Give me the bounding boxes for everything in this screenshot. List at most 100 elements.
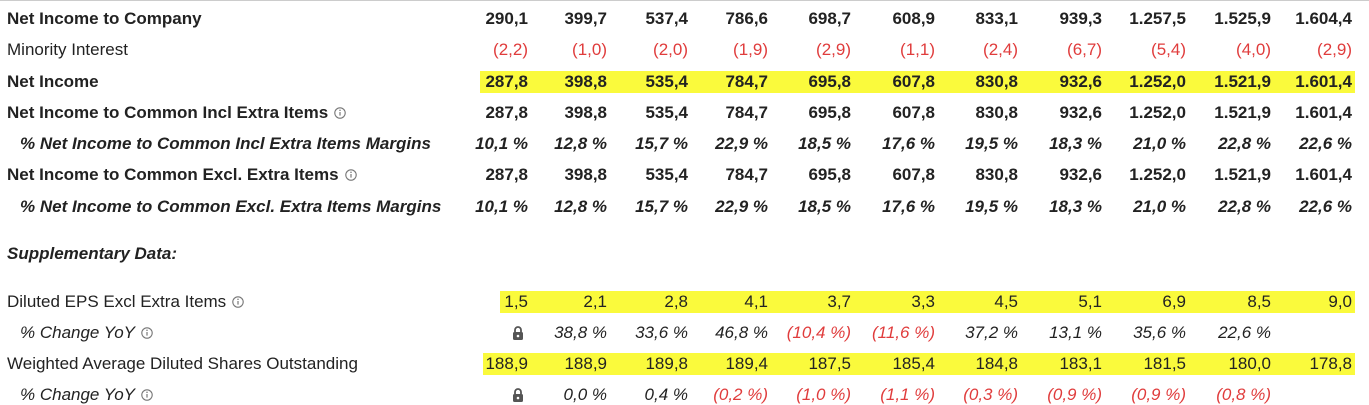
- cell-value: 287,8: [485, 72, 528, 91]
- cell-value: 287,8: [485, 103, 528, 122]
- cell-value: 786,6: [725, 9, 768, 28]
- cell-value: 830,8: [975, 103, 1018, 122]
- cell-value: 185,4: [892, 354, 935, 373]
- cell-value: 18,3 %: [1049, 197, 1102, 216]
- cell-value: 4,5: [994, 292, 1018, 311]
- cell-value: 187,5: [808, 354, 851, 373]
- row-label: % Net Income to Common Incl Extra Items …: [20, 134, 431, 153]
- cell-value: (0,8 %): [1216, 385, 1271, 404]
- cell-value: (1,0 %): [796, 385, 851, 404]
- cell-value: 4,1: [744, 292, 768, 311]
- cell-value: 181,5: [1143, 354, 1186, 373]
- row-label: % Change YoY: [20, 323, 135, 342]
- row-label: Net Income: [7, 72, 99, 91]
- cell-value: (10,4 %): [786, 323, 851, 342]
- row-label: Minority Interest: [7, 40, 128, 59]
- cell-value: 698,7: [808, 9, 851, 28]
- cell-value: 399,7: [564, 9, 607, 28]
- cell-value: 18,5 %: [798, 134, 851, 153]
- info-icon[interactable]: [231, 294, 245, 310]
- row-label: Diluted EPS Excl Extra Items: [7, 292, 227, 311]
- row-label: % Net Income to Common Excl. Extra Items…: [20, 197, 442, 216]
- cell-value: 932,6: [1059, 165, 1102, 184]
- cell-value: 183,1: [1059, 354, 1102, 373]
- cell-value: 12,8 %: [554, 134, 607, 153]
- cell-value: 537,4: [645, 9, 688, 28]
- cell-value: 19,5 %: [965, 134, 1018, 153]
- cell-value: 2,1: [583, 292, 607, 311]
- cell-value: 535,4: [645, 72, 688, 91]
- cell-value: 1.521,9: [1214, 72, 1271, 91]
- lock-icon: [513, 326, 523, 340]
- row-label: Weighted Average Diluted Shares Outstand…: [7, 354, 358, 373]
- cell-value: 608,9: [892, 9, 935, 28]
- cell-value: 398,8: [564, 72, 607, 91]
- cell-value: 1.604,4: [1295, 9, 1352, 28]
- info-icon[interactable]: [140, 325, 154, 341]
- cell-value: (5,4): [1151, 40, 1186, 59]
- row-label: Net Income to Common Incl Extra Items: [7, 103, 329, 122]
- cell-value: 22,9 %: [715, 197, 768, 216]
- cell-value: 2,8: [664, 292, 688, 311]
- cell-value: 932,6: [1059, 103, 1102, 122]
- cell-value: 9,0: [1328, 292, 1352, 311]
- cell-value: 290,1: [485, 9, 528, 28]
- cell-value: (2,4): [983, 40, 1018, 59]
- cell-value: 38,8 %: [554, 323, 607, 342]
- cell-value: 18,5 %: [798, 197, 851, 216]
- cell-value: (2,9): [816, 40, 851, 59]
- row-label: Net Income to Company: [7, 9, 202, 28]
- cell-value: 17,6 %: [882, 197, 935, 216]
- cell-value: 695,8: [808, 103, 851, 122]
- cell-value: 932,6: [1059, 72, 1102, 91]
- cell-value: 830,8: [975, 165, 1018, 184]
- cell-value: 15,7 %: [635, 134, 688, 153]
- cell-value: 1.525,9: [1214, 9, 1271, 28]
- cell-value: 37,2 %: [965, 323, 1018, 342]
- cell-value: 46,8 %: [715, 323, 768, 342]
- cell-value: 184,8: [975, 354, 1018, 373]
- cell-value: 33,6 %: [635, 323, 688, 342]
- cell-value: 21,0 %: [1133, 197, 1186, 216]
- cell-value: 287,8: [485, 165, 528, 184]
- cell-value: 10,1 %: [475, 134, 528, 153]
- cell-value: (0,2 %): [713, 385, 768, 404]
- cell-value: 22,6 %: [1218, 323, 1271, 342]
- cell-value: 3,7: [827, 292, 851, 311]
- cell-value: (0,9 %): [1047, 385, 1102, 404]
- row-label: Net Income to Common Excl. Extra Items: [7, 165, 339, 184]
- cell-value: 19,5 %: [965, 197, 1018, 216]
- cell-value: 1.252,0: [1129, 165, 1186, 184]
- cell-value: (0,9 %): [1131, 385, 1186, 404]
- lock-icon: [513, 388, 523, 402]
- cell-value: 178,8: [1309, 354, 1352, 373]
- cell-value: (6,7): [1067, 40, 1102, 59]
- cell-value: (1,1 %): [880, 385, 935, 404]
- cell-value: (2,2): [493, 40, 528, 59]
- cell-value: 189,4: [725, 354, 768, 373]
- cell-value: 180,0: [1228, 354, 1271, 373]
- info-icon[interactable]: [140, 387, 154, 403]
- cell-value: 833,1: [975, 9, 1018, 28]
- cell-value: (4,0): [1236, 40, 1271, 59]
- cell-value: 22,8 %: [1218, 134, 1271, 153]
- cell-value: (1,9): [733, 40, 768, 59]
- cell-value: 784,7: [725, 72, 768, 91]
- cell-value: 784,7: [725, 165, 768, 184]
- cell-value: 10,1 %: [475, 197, 528, 216]
- cell-value: 188,9: [485, 354, 528, 373]
- cell-value: 22,6 %: [1299, 197, 1352, 216]
- cell-value: 1,5: [504, 292, 528, 311]
- cell-value: 607,8: [892, 165, 935, 184]
- cell-value: (1,0): [572, 40, 607, 59]
- cell-value: (0,3 %): [963, 385, 1018, 404]
- info-icon[interactable]: [344, 167, 358, 183]
- info-icon[interactable]: [333, 105, 347, 121]
- cell-value: 0,4 %: [644, 385, 688, 404]
- cell-value: 830,8: [975, 72, 1018, 91]
- cell-value: 18,3 %: [1049, 134, 1102, 153]
- cell-value: 35,6 %: [1133, 323, 1186, 342]
- cell-value: 5,1: [1078, 292, 1102, 311]
- cell-value: 607,8: [892, 72, 935, 91]
